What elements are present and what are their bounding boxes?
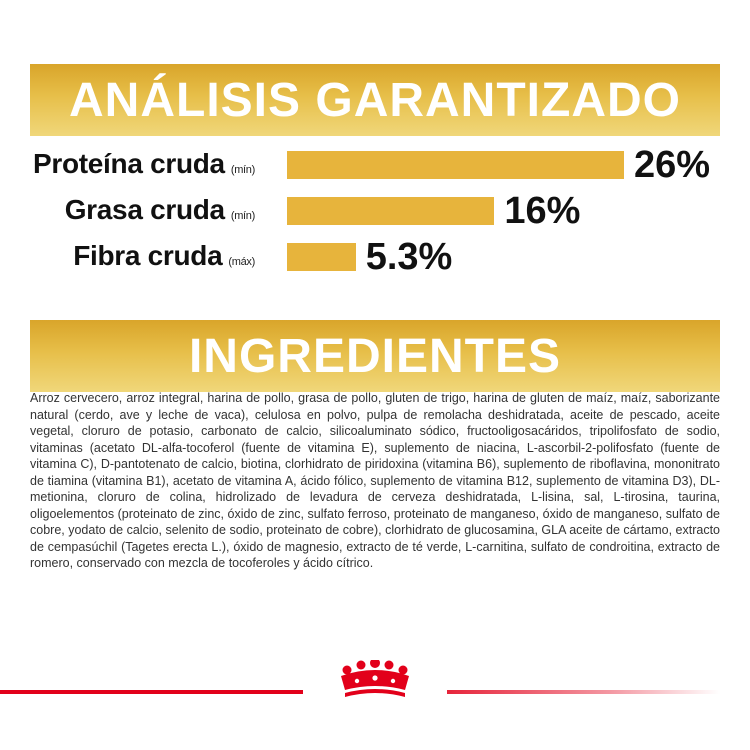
nutrient-label: Proteína cruda (mín) (32, 148, 255, 179)
nutrient-row-fiber: Fibra cruda (máx) 5.3% (0, 236, 750, 280)
analysis-title: ANÁLISIS GARANTIZADO (69, 73, 681, 127)
nutrient-qualifier: (mín) (230, 210, 255, 222)
nutrient-qualifier: (máx) (228, 256, 255, 268)
nutrient-label: Grasa cruda (mín) (64, 194, 256, 225)
nutrient-value: 5.3% (365, 236, 453, 278)
nutrient-bar (287, 197, 495, 225)
nutrient-label: Fibra cruda (máx) (73, 240, 255, 271)
brand-logo (303, 650, 447, 710)
crown-icon (341, 660, 409, 697)
nutrient-row-protein: Proteína cruda (mín) 26% (0, 144, 750, 188)
ingredients-banner: INGREDIENTES (30, 320, 720, 392)
nutrient-bar (287, 151, 624, 179)
analysis-banner: ANÁLISIS GARANTIZADO (30, 64, 720, 136)
nutrient-qualifier: (mín) (230, 164, 255, 176)
nutrient-row-fat: Grasa cruda (mín) 16% (0, 190, 750, 234)
ingredients-title: INGREDIENTES (188, 329, 562, 383)
nutrient-value: 16% (504, 190, 581, 232)
ingredients-list: Arroz cervecero, arroz integral, harina … (30, 391, 720, 570)
nutrient-bar (287, 243, 356, 271)
nutrient-value: 26% (634, 144, 711, 186)
